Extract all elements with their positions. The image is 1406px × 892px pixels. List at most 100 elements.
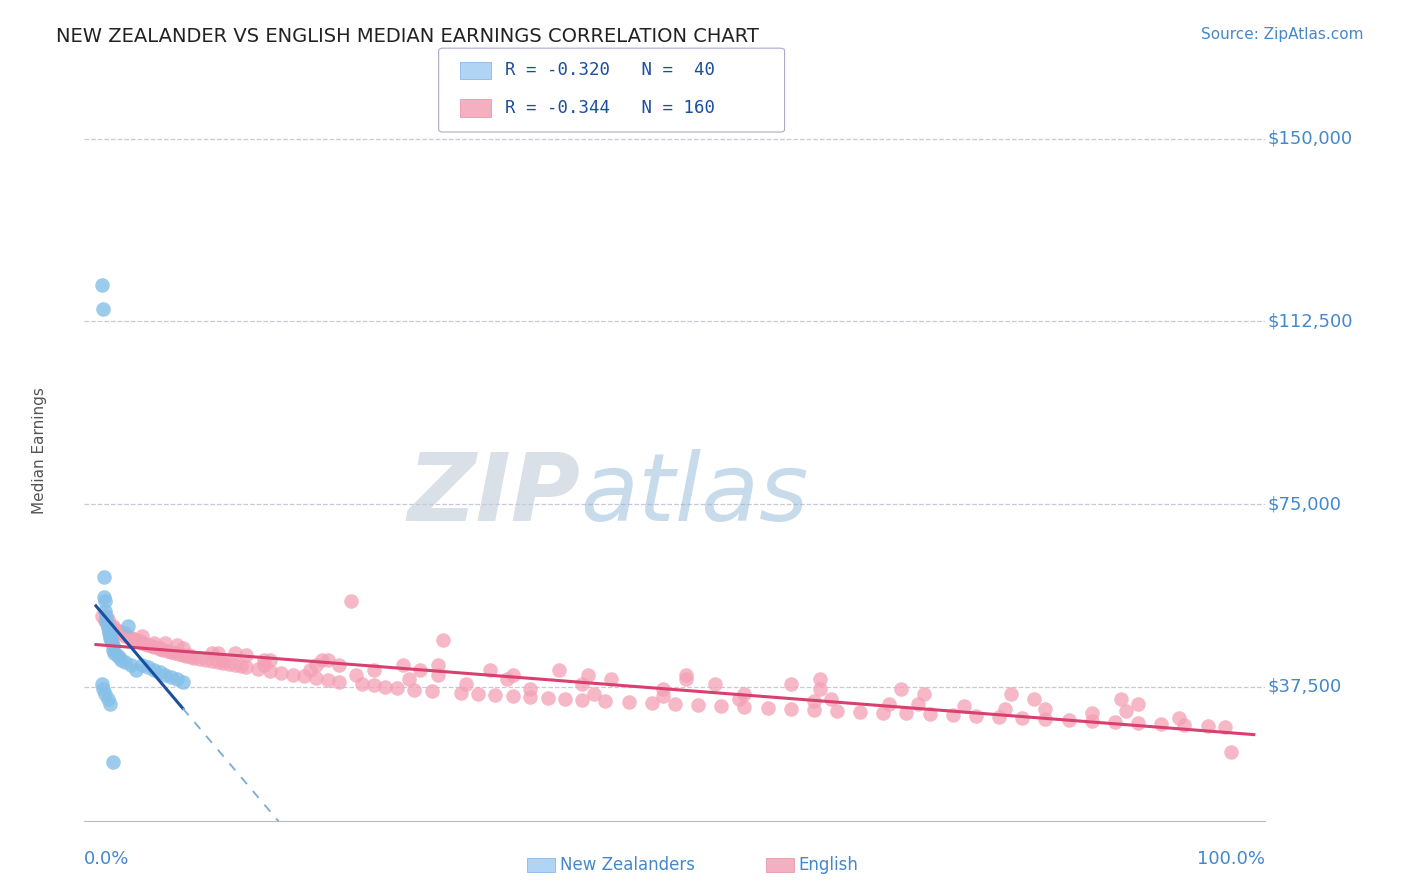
Point	[160, 670, 183, 684]
Point	[103, 646, 125, 660]
Point	[103, 638, 125, 652]
Point	[820, 691, 842, 706]
Point	[907, 697, 929, 711]
Point	[1219, 746, 1241, 760]
Point	[188, 652, 211, 666]
Point	[374, 680, 396, 694]
Point	[1022, 691, 1045, 706]
Point	[253, 657, 276, 672]
Point	[582, 687, 605, 701]
Point	[96, 619, 118, 633]
Point	[450, 685, 472, 699]
Point	[496, 673, 519, 687]
Point	[576, 667, 599, 681]
Point	[733, 687, 755, 701]
Point	[617, 695, 640, 709]
Point	[125, 663, 148, 677]
Point	[872, 706, 894, 720]
Point	[94, 604, 117, 618]
Point	[125, 633, 148, 648]
Text: NEW ZEALANDER VS ENGLISH MEDIAN EARNINGS CORRELATION CHART: NEW ZEALANDER VS ENGLISH MEDIAN EARNINGS…	[56, 27, 759, 45]
Text: $112,500: $112,500	[1268, 312, 1353, 330]
Point	[404, 682, 426, 697]
Point	[519, 690, 541, 704]
Point	[664, 697, 686, 711]
Point	[595, 694, 617, 708]
Point	[172, 648, 194, 662]
Point	[98, 619, 121, 633]
Point	[554, 691, 576, 706]
Point	[385, 681, 408, 695]
Point	[1000, 687, 1022, 701]
Point	[201, 646, 224, 660]
Point	[172, 674, 194, 689]
Point	[426, 667, 449, 681]
Point	[174, 648, 197, 663]
Point	[94, 594, 117, 608]
Point	[229, 658, 252, 673]
Point	[953, 699, 976, 714]
Point	[942, 708, 965, 723]
Point	[93, 570, 115, 584]
Point	[733, 699, 755, 714]
Point	[328, 657, 350, 672]
Point	[259, 653, 281, 667]
Point	[103, 619, 125, 633]
Point	[1011, 711, 1033, 725]
Point	[183, 651, 205, 665]
Point	[686, 698, 709, 712]
Point	[96, 609, 118, 624]
Point	[149, 665, 172, 679]
Point	[212, 656, 235, 670]
Text: atlas: atlas	[581, 450, 808, 541]
Point	[91, 302, 114, 317]
Point	[727, 691, 749, 706]
Point	[141, 640, 163, 654]
Point	[270, 665, 292, 680]
Point	[965, 709, 987, 723]
Point	[207, 655, 229, 669]
Point	[316, 653, 339, 667]
Point	[803, 703, 825, 717]
Point	[675, 673, 697, 687]
Point	[224, 657, 246, 672]
Point	[134, 637, 156, 651]
Text: English: English	[799, 856, 859, 874]
Point	[131, 628, 153, 642]
Point	[224, 646, 246, 660]
Point	[114, 656, 136, 670]
Point	[305, 672, 328, 686]
Point	[1035, 701, 1057, 715]
Point	[105, 648, 128, 662]
Point	[1115, 704, 1137, 718]
Point	[363, 678, 385, 692]
Point	[101, 636, 124, 650]
Point	[122, 632, 145, 647]
Point	[484, 688, 506, 702]
Point	[136, 660, 159, 674]
Point	[328, 674, 350, 689]
Point	[1057, 714, 1080, 728]
Point	[1197, 719, 1219, 733]
Point	[114, 626, 136, 640]
Point	[149, 640, 172, 655]
Point	[988, 710, 1011, 724]
Text: R = -0.320   N =  40: R = -0.320 N = 40	[505, 62, 714, 79]
Point	[339, 594, 361, 608]
Point	[779, 701, 801, 715]
Point	[120, 631, 142, 645]
Point	[1126, 716, 1149, 731]
Point	[103, 643, 125, 657]
Point	[825, 704, 848, 718]
Point	[91, 682, 114, 697]
Text: ZIP: ZIP	[408, 449, 581, 541]
Point	[994, 701, 1017, 715]
Point	[1126, 697, 1149, 711]
Point	[1173, 718, 1195, 732]
Point	[100, 633, 122, 648]
Point	[502, 689, 524, 703]
Point	[235, 648, 257, 662]
Point	[180, 650, 202, 665]
Point	[652, 682, 675, 697]
Point	[299, 663, 322, 677]
